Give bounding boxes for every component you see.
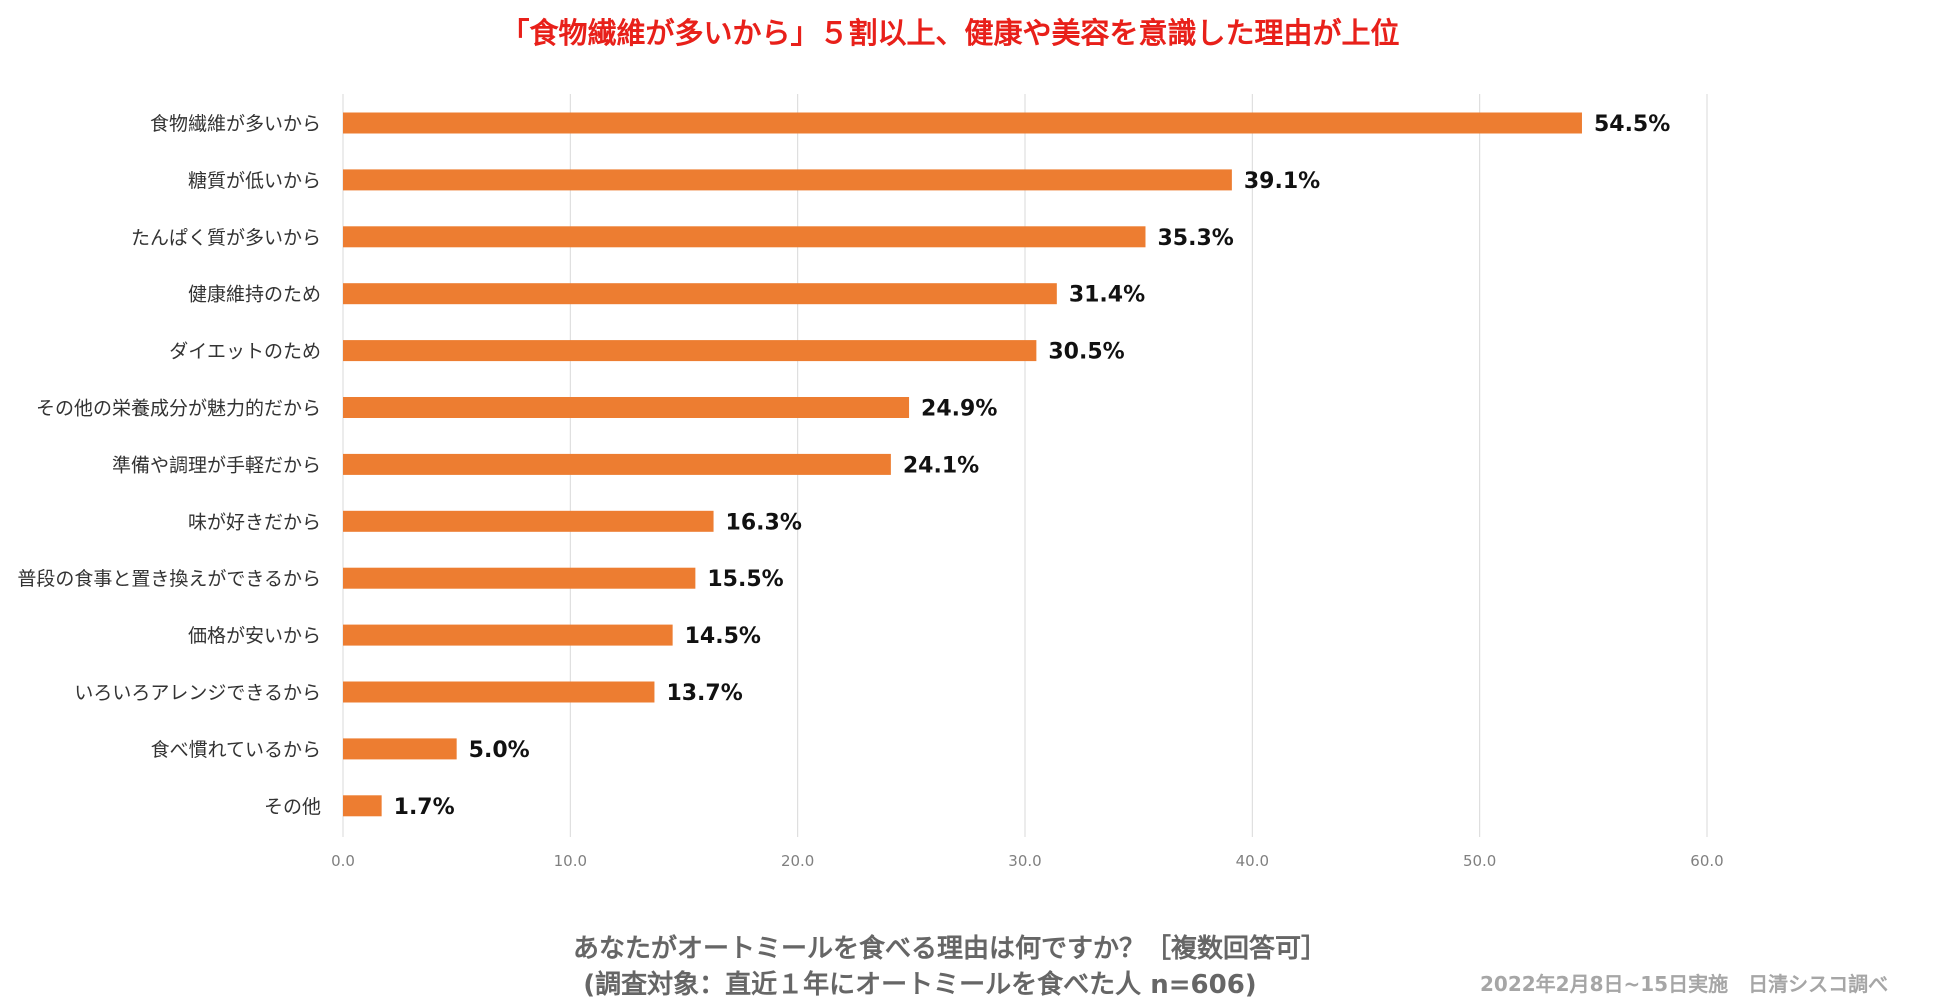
data-label: 31.4% [1069,283,1145,308]
x-tick-label: 0.0 [331,852,355,870]
bar [343,453,891,475]
bar [343,681,655,703]
x-tick-label: 30.0 [1008,852,1041,870]
question-line-1: あなたがオートミールを食べる理由は何ですか？［複数回答可］ [572,934,1327,964]
category-label: 普段の食事と置き換えができるから [17,568,321,590]
data-label: 35.3% [1157,226,1233,251]
data-label: 14.5% [685,624,761,649]
data-label: 13.7% [666,681,742,706]
data-label: 30.5% [1048,340,1124,365]
bar [343,112,1582,134]
data-label: 39.1% [1244,169,1320,194]
bar [343,738,457,760]
data-label: 15.5% [707,567,783,592]
category-label: 味が好きだから [188,511,321,533]
x-tick-label: 50.0 [1463,852,1496,870]
data-label: 1.7% [394,795,455,820]
chart-title: 「食物繊維が多いから」５割以上、健康や美容を意識した理由が上位 [500,16,1400,50]
category-label: 準備や調理が手軽だから [112,454,321,476]
bar [343,226,1146,248]
category-label: 食物繊維が多いから [150,113,321,135]
bar [343,567,696,589]
bar [343,169,1232,191]
category-label: その他 [264,796,321,818]
bar [343,397,910,418]
bar [343,510,714,532]
survey-note: 2022年2月8日~15日実施 日清シスコ調べ [1480,972,1889,996]
x-tick-label: 20.0 [781,852,814,870]
question-line-2: (調査対象：直近１年にオートミールを食べた人 n=606) [583,970,1257,1000]
bar [343,795,382,817]
data-label: 24.1% [903,453,979,478]
data-label: 24.9% [921,397,997,422]
bar [343,340,1037,362]
category-label: ダイエットのため [169,341,321,363]
bar [343,283,1057,305]
data-label: 54.5% [1594,112,1670,137]
x-tick-label: 60.0 [1690,852,1723,870]
x-tick-label: 10.0 [554,852,587,870]
category-label: 健康維持のため [188,284,321,306]
category-label: 価格が安いから [188,625,321,647]
category-label: その他の栄養成分が魅力的だから [36,398,321,420]
category-label: たんぱく質が多いから [131,227,321,249]
bar [343,624,673,646]
category-label: 食べ慣れているから [151,739,321,761]
category-label: いろいろアレンジできるから [74,682,321,704]
x-tick-label: 40.0 [1236,852,1269,870]
category-label: 糖質が低いから [188,170,321,192]
data-label: 5.0% [469,738,530,763]
bar-chart: 0.0 10.0 20.0 30.0 40.0 50.0 60.0 食物繊維が多いから 54.5… [17,94,1724,870]
data-label: 16.3% [726,510,802,535]
